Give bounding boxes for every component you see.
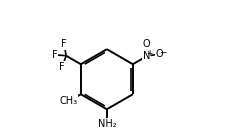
Text: −: − bbox=[158, 47, 166, 56]
Text: NH₂: NH₂ bbox=[97, 119, 116, 129]
Text: F: F bbox=[59, 62, 65, 72]
Text: CH₃: CH₃ bbox=[59, 96, 77, 106]
Text: +: + bbox=[146, 49, 152, 58]
Text: N: N bbox=[142, 51, 150, 61]
Text: F: F bbox=[61, 39, 67, 49]
Text: O: O bbox=[142, 39, 150, 49]
Text: O: O bbox=[155, 49, 162, 59]
Text: F: F bbox=[52, 50, 57, 60]
